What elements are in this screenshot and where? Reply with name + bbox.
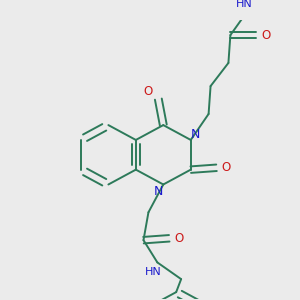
Text: N: N — [191, 128, 200, 141]
Text: O: O — [144, 85, 153, 98]
Text: O: O — [261, 28, 271, 42]
Text: O: O — [175, 232, 184, 245]
Text: HN: HN — [236, 0, 253, 8]
Text: HN: HN — [145, 267, 162, 277]
Text: O: O — [222, 161, 231, 174]
Text: N: N — [154, 185, 163, 198]
